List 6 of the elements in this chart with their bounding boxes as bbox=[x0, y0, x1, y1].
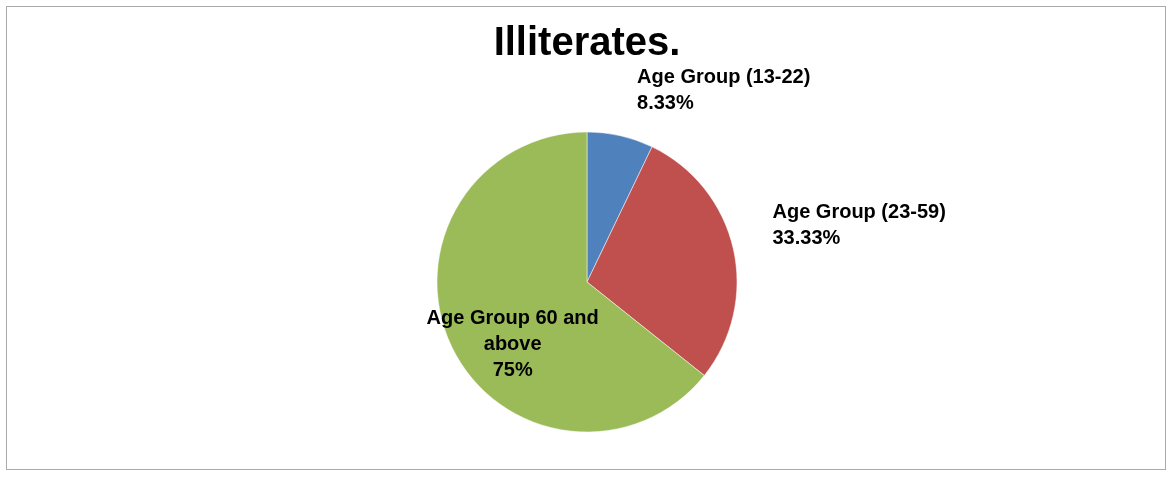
data-label: 75% bbox=[492, 357, 533, 380]
slice-label: Age Group (23-59) bbox=[772, 199, 946, 222]
slice-label: Age Group (13-22) bbox=[637, 64, 811, 87]
data-label: 8.33% bbox=[637, 90, 694, 113]
data-label: 33.33% bbox=[772, 225, 841, 248]
chart-title: Illiterates. bbox=[493, 18, 681, 63]
